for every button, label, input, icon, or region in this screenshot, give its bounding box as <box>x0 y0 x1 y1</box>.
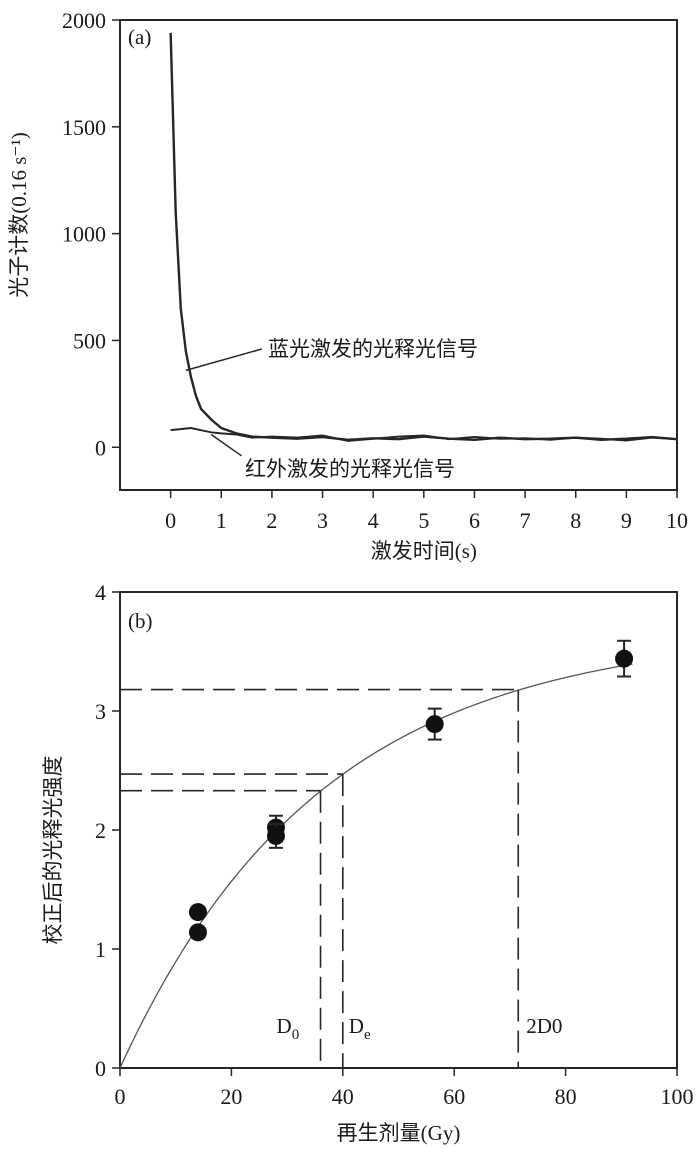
y-tick-label: 500 <box>73 328 106 353</box>
plot-frame <box>119 591 678 1069</box>
reference-label-2D0: 2D0 <box>526 1014 562 1038</box>
x-tick-label: 4 <box>368 508 379 533</box>
x-tick-label: 20 <box>220 1084 242 1109</box>
panel-b: 0 20 40 60 80 100 0 1 2 3 4 (b) 再生剂量(Gy) 校正后的光释光强度 D0 D… <box>41 580 694 1145</box>
y-tick-label: 1 <box>95 937 106 962</box>
panel-label: (b) <box>128 609 153 633</box>
x-tick-label: 60 <box>443 1084 465 1109</box>
x-tick-label: 7 <box>520 508 531 533</box>
y-tick-label: 4 <box>95 580 106 605</box>
reference-label-De: De <box>349 1014 371 1043</box>
y-tick-label: 1500 <box>62 115 106 140</box>
y-tick-label: 2 <box>95 818 106 843</box>
data-point <box>188 903 207 922</box>
series-line-blue <box>169 32 678 441</box>
series-line-infrared <box>170 427 678 442</box>
x-tick-label: 6 <box>469 508 480 533</box>
x-tick-label: 5 <box>418 508 429 533</box>
data-point <box>615 649 634 668</box>
x-tick-label: 1 <box>216 508 227 533</box>
annotation-infrared: 红外激发的光释光信号 <box>245 457 455 481</box>
annotation-leader <box>185 348 262 372</box>
y-tick-label: 0 <box>95 1056 106 1081</box>
x-tick-label: 40 <box>332 1084 354 1109</box>
x-tick-label: 80 <box>555 1084 577 1109</box>
y-tick-label: 3 <box>95 699 106 724</box>
data-point <box>425 715 444 734</box>
x-tick-label: 9 <box>621 508 632 533</box>
y-tick-label: 2000 <box>62 8 106 33</box>
y-axis-label: 光子计数(0.16 s⁻¹) <box>7 132 31 298</box>
fit-curve <box>119 663 633 1069</box>
y-tick-label: 0 <box>95 435 106 460</box>
annotation-blue: 蓝光激发的光释光信号 <box>268 337 478 361</box>
x-tick-label: 3 <box>317 508 328 533</box>
x-tick-label: 8 <box>570 508 581 533</box>
x-tick-label: 0 <box>115 1084 126 1109</box>
x-tick-label: 100 <box>661 1084 694 1109</box>
y-axis-label: 校正后的光释光强度 <box>41 756 65 945</box>
annotation-leader <box>210 433 242 457</box>
panel-a: 0 1 2 3 4 5 6 7 8 9 10 0 500 1000 1500 2000 (a) 激发时间(s) 光子… <box>7 8 688 563</box>
plot-frame <box>119 19 678 491</box>
x-axis-label: 再生剂量(Gy) <box>337 1121 461 1145</box>
data-point <box>266 826 285 845</box>
x-tick-label: 2 <box>266 508 277 533</box>
y-tick-label: 1000 <box>62 222 106 247</box>
x-tick-label: 0 <box>165 508 176 533</box>
x-axis-label: 激发时间(s) <box>371 539 477 563</box>
reference-label-D0: D0 <box>277 1014 300 1043</box>
x-tick-label: 10 <box>666 508 688 533</box>
panel-label: (a) <box>128 25 151 49</box>
data-point <box>188 923 207 942</box>
